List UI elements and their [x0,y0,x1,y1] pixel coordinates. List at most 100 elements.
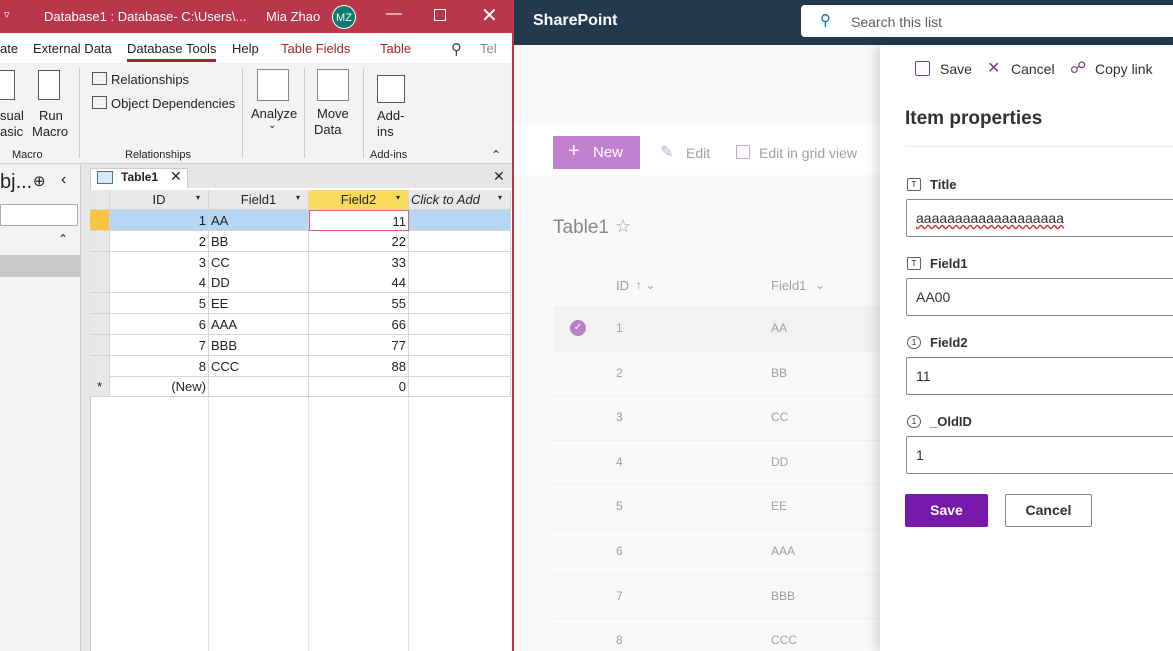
row-selector[interactable] [90,251,110,273]
user-avatar[interactable]: MZ [332,5,356,29]
new-row-id[interactable]: (New) [110,376,209,398]
maximize-button[interactable] [434,9,446,21]
field2-cell[interactable]: 44 [309,272,409,294]
search-icon[interactable]: ⚲ [451,41,462,58]
separator [242,68,243,158]
document-tab[interactable] [90,168,188,188]
column-dropdown[interactable]: ▾ [196,193,201,202]
nav-collapse[interactable]: ‹ [61,171,67,188]
field2-cell[interactable]: 33 [309,251,409,273]
field-input[interactable]: aaaaaaaaaaaaaaaaaaa [906,199,1173,237]
panel-copy-link[interactable]: Copy link [1095,61,1153,77]
ribbon-tab[interactable]: Tel [480,41,497,56]
field2-cell[interactable]: 55 [309,293,409,315]
row-divider [553,529,880,530]
column-dropdown[interactable]: ▾ [296,193,301,202]
collapse-ribbon[interactable]: ⌃ [491,148,502,162]
save-button[interactable]: Save [905,494,988,527]
row-selector[interactable] [90,210,110,231]
column-header[interactable]: ID [616,278,629,293]
close-button[interactable]: ✕ [481,5,498,27]
ribbon-button[interactable]: Data [314,122,342,137]
minimize-button[interactable]: — [386,5,402,22]
sp-field1-cell: BB [771,365,788,380]
ribbon-tab[interactable]: ate [0,41,19,56]
ribbon-button[interactable]: Relationships [111,72,190,87]
brand[interactable]: SharePoint [533,12,618,29]
column-header[interactable]: Field1 [209,190,309,210]
row-selector[interactable] [90,272,110,294]
panel-cancel[interactable]: Cancel [1011,61,1055,77]
button-label[interactable]: sual [0,108,24,123]
row-selector[interactable] [90,334,110,356]
add-ins-icon [377,75,405,103]
row-selector[interactable] [90,230,110,252]
add-cell [409,334,511,356]
field2-cell[interactable]: 77 [309,334,409,356]
field2-cell[interactable]: 11 [309,210,409,231]
separator [79,68,80,158]
ribbon-tab[interactable]: Help [232,41,259,56]
search-box[interactable] [801,5,1173,37]
ribbon-button[interactable]: ins [377,124,394,139]
favorite-star[interactable]: ☆ [615,216,632,236]
column-dropdown[interactable]: ▾ [396,193,401,202]
field1-cell: AAA [209,314,309,335]
edit-button[interactable]: Edit [686,145,711,161]
ribbon-tab[interactable]: Table [380,41,412,56]
column-header[interactable]: Click to Add [409,190,511,210]
sp-id-cell: 2 [616,365,623,380]
field-input[interactable]: 11 [906,357,1173,395]
document-close[interactable]: ✕ [493,168,505,184]
sp-id-cell: 5 [616,499,623,514]
column-dropdown[interactable]: ▾ [498,193,503,202]
ribbon-button[interactable]: Analyze [251,106,298,121]
ribbon-tabs [0,33,512,63]
ribbon-button[interactable]: Move [317,106,349,121]
new-button[interactable] [553,136,640,169]
column-header[interactable]: ID [110,190,209,210]
search-placeholder: Search this list [851,14,943,30]
button-label[interactable]: asic [0,124,24,139]
button-label[interactable]: Macro [32,124,69,139]
new-row-selector[interactable]: * [90,376,110,398]
quick-access-menu[interactable]: ▿ [4,9,10,21]
new-label: New [593,144,624,161]
field1-cell: DD [209,272,309,294]
column-header[interactable]: Field1 [771,278,807,293]
nav-group[interactable] [0,255,80,277]
separator [304,68,305,158]
ribbon-tab[interactable]: External Data [33,41,112,56]
ribbon-button[interactable]: Object Dependencies [111,96,236,111]
panel-save[interactable]: Save [940,61,972,77]
row-selector[interactable] [90,355,110,377]
grid-view-button[interactable]: Edit in grid view [759,145,858,161]
selected-row[interactable] [553,306,880,350]
ribbon [0,63,512,164]
column-line [208,397,209,651]
ribbon-tab[interactable]: Table Fields [281,41,351,56]
row-selector[interactable] [90,314,110,335]
tab-close[interactable]: ✕ [170,168,182,184]
row-check[interactable]: ✓ [570,320,586,336]
ribbon-tab-active[interactable]: Database Tools [127,41,217,62]
field2-cell[interactable]: 22 [309,230,409,252]
add-cell [409,251,511,273]
sort-icons: ⌄ [815,278,826,292]
field2-cell[interactable]: 66 [309,314,409,335]
field2-cell[interactable]: 88 [309,355,409,377]
field-input[interactable]: 1 [906,436,1173,474]
add-cell [409,210,511,231]
ribbon-button[interactable]: Add- [377,108,405,123]
sp-id-cell: 3 [616,410,623,425]
nav-search[interactable] [0,204,78,226]
row-divider [553,573,880,575]
field-input[interactable]: AA00 [906,278,1173,316]
nav-group-collapse[interactable]: ⌃ [58,232,69,246]
column-header[interactable]: Field2 [309,190,409,210]
nav-menu[interactable]: ⊕ [33,173,46,190]
macro-icon [38,70,60,100]
button-label[interactable]: Run [39,108,63,123]
cancel-button[interactable]: Cancel [1005,494,1092,527]
row-selector[interactable] [90,293,110,315]
